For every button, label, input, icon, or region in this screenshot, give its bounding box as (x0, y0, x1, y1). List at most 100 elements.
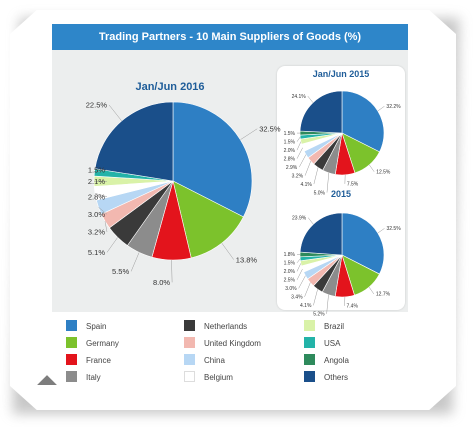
legend-swatch (184, 337, 195, 349)
leader-line (304, 282, 311, 297)
legend-label: Belgium (204, 373, 233, 382)
data-label: 5.0% (314, 190, 326, 196)
pie-chart-1: Jan/Jun 2016 32.5% 13.8% 22.5% 1.5% 2.1% 2.8% 3… (86, 81, 281, 287)
legend-item-angola: Angola (304, 354, 349, 368)
data-label: 8.0% (153, 278, 170, 287)
data-label: 3.4% (291, 295, 303, 301)
legend: Spain Germany France Italy Netherlands United… (52, 312, 408, 404)
data-label: 23.9% (292, 215, 307, 221)
legend-item-brazil: Brazil (304, 320, 344, 334)
legend-item-netherlands: Netherlands (184, 320, 247, 334)
leader-line (313, 289, 318, 306)
legend-swatch (304, 354, 315, 366)
leader-line (304, 160, 312, 176)
data-label: 32.5% (386, 226, 401, 232)
data-label: 5.5% (112, 267, 129, 276)
legend-swatch (66, 371, 77, 383)
data-label: 1.8% (284, 252, 296, 258)
leader-line (369, 164, 375, 172)
data-label: 1.5% (284, 139, 296, 145)
legend-item-germany: Germany (66, 337, 119, 351)
data-label: 2.8% (88, 192, 105, 201)
data-label: 3.0% (88, 210, 105, 219)
leader-line (221, 242, 234, 260)
pie-slice-others (94, 101, 174, 182)
leader-line (299, 154, 307, 168)
leader-line (377, 106, 385, 112)
leader-line (326, 172, 330, 193)
leader-line (106, 237, 118, 253)
data-label: 7.5% (347, 182, 359, 188)
leader-line (307, 95, 314, 103)
legend-swatch (184, 371, 195, 383)
legend-item-belgium: Belgium (184, 371, 233, 385)
leader-line (308, 217, 314, 225)
legend-label: Italy (86, 373, 101, 382)
data-label: 1.5% (284, 131, 296, 137)
data-label: 7.4% (347, 304, 359, 310)
data-label: 2.0% (284, 269, 296, 275)
leader-line (313, 167, 319, 185)
legend-item-others: Others (304, 371, 348, 385)
leader-line (98, 207, 108, 215)
data-label: 2.8% (284, 156, 296, 162)
legend-swatch (66, 354, 77, 366)
legend-label: Others (324, 373, 349, 382)
leader-line (326, 294, 329, 314)
data-label: 5.2% (313, 312, 325, 318)
data-label: 2.9% (286, 165, 298, 171)
legend-swatch (304, 337, 315, 349)
legend-label: USA (324, 339, 341, 348)
pie-slice-others (299, 90, 343, 134)
leader-line (368, 286, 375, 295)
data-label: 13.8% (236, 255, 258, 264)
legend-swatch (184, 320, 195, 332)
pie-title: Jan/Jun 2015 (313, 69, 370, 79)
leader-line (377, 228, 385, 234)
legend-label: Netherlands (204, 322, 248, 331)
legend-item-spain: Spain (66, 320, 106, 334)
leader-line (296, 263, 302, 272)
data-label: 5.1% (88, 248, 105, 257)
legend-label: Spain (86, 322, 107, 331)
legend-swatch (66, 320, 77, 332)
leader-line (296, 141, 302, 151)
leader-line (296, 136, 301, 142)
leader-line (130, 252, 140, 272)
legend-label: Brazil (324, 322, 345, 331)
legend-item-italy: Italy (66, 371, 101, 385)
pie-title: Jan/Jun 2016 (135, 81, 204, 93)
leader-line (240, 128, 258, 140)
legend-item-united-kingdom: United Kingdom (184, 337, 261, 351)
data-label: 32.5% (259, 124, 281, 133)
data-label: 12.5% (376, 169, 391, 175)
data-label: 2.0% (284, 148, 296, 154)
legend-swatch (304, 320, 315, 332)
leader-line (296, 258, 301, 264)
leader-line (298, 275, 306, 289)
legend-label: Germany (86, 339, 119, 348)
data-label: 1.5% (284, 261, 296, 267)
legend-label: France (86, 356, 111, 365)
legend-swatch (304, 371, 315, 383)
pie-slice-spain (341, 90, 385, 153)
legend-label: Angola (324, 356, 349, 365)
leader-line (296, 268, 303, 280)
leader-line (94, 169, 108, 173)
data-label: 1.5% (88, 166, 105, 175)
pie-slice-others (299, 212, 343, 256)
data-label: 4.1% (300, 303, 312, 309)
legend-swatch (66, 337, 77, 349)
legend-item-france: France (66, 354, 111, 368)
legend-swatch (184, 354, 195, 366)
data-label: 12.7% (376, 292, 391, 298)
pie-chart-3: 2015 32.5% 12.7% 7.4% 23.9% 1.8% 1.5% 2.0% 2.5% 3… (284, 189, 402, 318)
pie-slice-spain (341, 212, 385, 275)
data-label: 3.0% (285, 286, 297, 292)
legend-label: United Kingdom (204, 339, 261, 348)
leader-line (296, 147, 303, 159)
data-label: 3.2% (292, 173, 304, 179)
data-label: 4.1% (300, 182, 312, 188)
leader-line (94, 193, 108, 197)
